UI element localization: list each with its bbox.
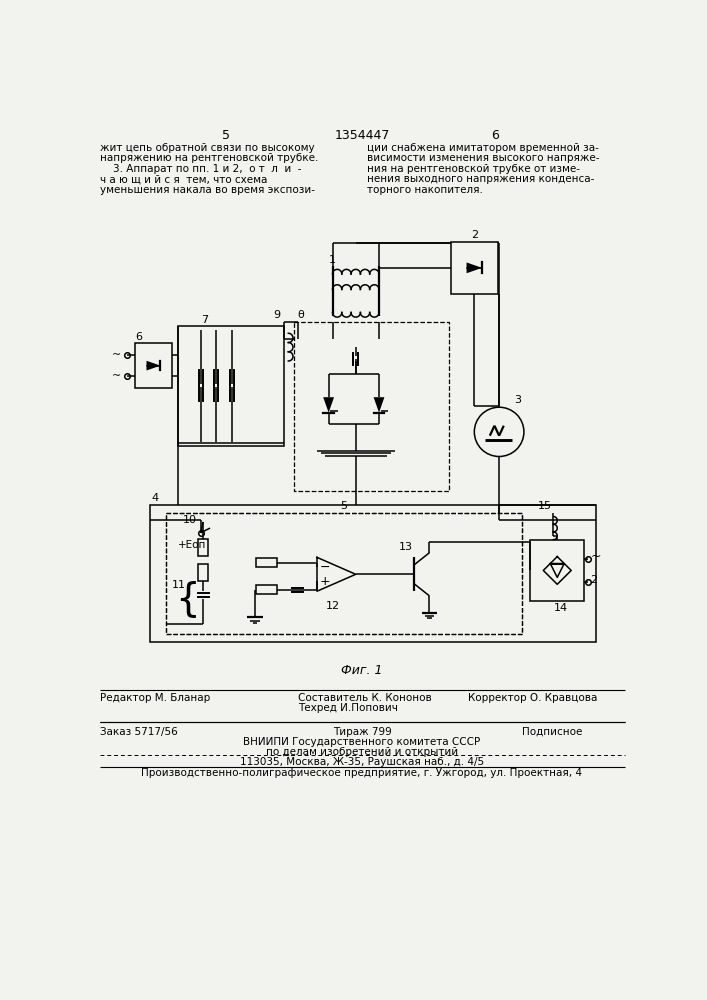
Text: Составитель К. Кононов: Составитель К. Кононов	[298, 693, 431, 703]
Polygon shape	[323, 397, 334, 413]
Text: 1: 1	[329, 255, 336, 265]
Text: 1354447: 1354447	[334, 129, 390, 142]
Bar	[177, 326, 284, 446]
Bar	[293, 322, 449, 491]
Text: Корректор О. Кравцова: Корректор О. Кравцова	[468, 693, 597, 703]
Text: +: +	[320, 575, 330, 588]
Text: 5: 5	[341, 501, 348, 511]
Bar	[135, 343, 172, 388]
Polygon shape	[146, 361, 160, 370]
Text: 6: 6	[135, 332, 142, 342]
Text: Тираж 799: Тираж 799	[332, 727, 392, 737]
Text: 15: 15	[538, 501, 552, 511]
Text: +Еоп: +Еоп	[177, 540, 206, 550]
Polygon shape	[467, 262, 482, 273]
Text: ции снабжена имитатором временной за-: ции снабжена имитатором временной за-	[368, 143, 600, 153]
Text: ч а ю щ и й с я  тем, что схема: ч а ю щ и й с я тем, что схема	[100, 174, 267, 184]
Text: 3. Аппарат по пп. 1 и 2,  о т  л  и  -: 3. Аппарат по пп. 1 и 2, о т л и -	[100, 164, 301, 174]
Text: Производственно-полиграфическое предприятие, г. Ужгород, ул. Проектная, 4: Производственно-полиграфическое предприя…	[141, 768, 583, 778]
Text: −: −	[320, 561, 330, 574]
Bar	[166, 513, 522, 634]
Text: {: {	[175, 580, 200, 618]
Bar	[151, 505, 596, 642]
Text: 6: 6	[491, 129, 499, 142]
Text: ~: ~	[112, 371, 121, 381]
Text: ~: ~	[112, 350, 121, 360]
Text: Редактор М. Бланар: Редактор М. Бланар	[100, 693, 210, 703]
Bar	[256, 585, 277, 594]
Text: 5: 5	[221, 129, 230, 142]
Text: Подписное: Подписное	[522, 727, 583, 737]
Text: 9: 9	[274, 310, 281, 320]
Text: напряжению на рентгеновской трубке.: напряжению на рентгеновской трубке.	[100, 153, 318, 163]
Bar	[199, 539, 208, 556]
Text: 14: 14	[554, 603, 568, 613]
Text: Фиг. 1: Фиг. 1	[341, 664, 382, 677]
Bar	[451, 242, 498, 294]
Text: 113035, Москва, Ж-35, Раушская наб., д. 4/5: 113035, Москва, Ж-35, Раушская наб., д. …	[240, 757, 484, 767]
Bar	[530, 540, 585, 601]
Text: торного накопителя.: торного накопителя.	[368, 185, 484, 195]
Polygon shape	[373, 397, 385, 413]
Text: 4: 4	[152, 493, 159, 503]
Text: по делам изобретений и открытий: по делам изобретений и открытий	[266, 747, 458, 757]
Text: Заказ 5717/56: Заказ 5717/56	[100, 727, 177, 737]
Text: ния на рентгеновской трубке от изме-: ния на рентгеновской трубке от изме-	[368, 164, 580, 174]
Text: ~: ~	[590, 550, 601, 563]
Text: висимости изменения высокого напряже-: висимости изменения высокого напряже-	[368, 153, 600, 163]
Text: 10: 10	[183, 515, 197, 525]
Bar	[256, 558, 277, 567]
Text: 2: 2	[471, 230, 478, 240]
Text: 2: 2	[590, 575, 597, 585]
Text: 3: 3	[515, 395, 522, 405]
Bar	[199, 564, 208, 581]
Text: ВНИИПИ Государственного комитета СССР: ВНИИПИ Государственного комитета СССР	[243, 737, 481, 747]
Text: уменьшения накала во время экспози-: уменьшения накала во время экспози-	[100, 185, 315, 195]
Text: Техред И.Попович: Техред И.Попович	[298, 703, 397, 713]
Bar	[166, 513, 522, 634]
Text: 13: 13	[398, 542, 412, 552]
Text: 12: 12	[325, 601, 339, 611]
Text: 11: 11	[172, 580, 186, 590]
Text: нения выходного напряжения конденса-: нения выходного напряжения конденса-	[368, 174, 595, 184]
Text: жит цепь обратной связи по высокому: жит цепь обратной связи по высокому	[100, 143, 315, 153]
Text: θ: θ	[298, 310, 305, 320]
Text: 7: 7	[201, 315, 208, 325]
